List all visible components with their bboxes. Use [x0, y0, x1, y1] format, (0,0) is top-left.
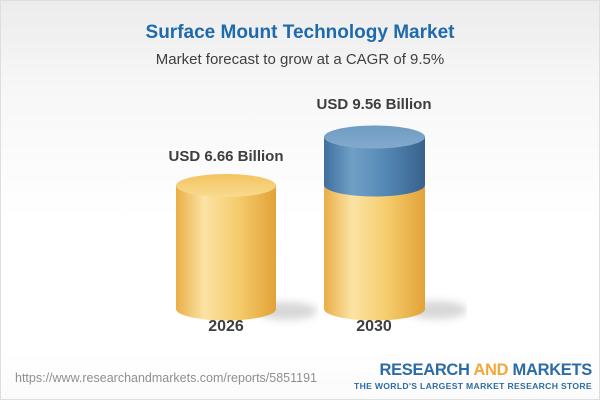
bar-2030-cylinder — [324, 125, 467, 321]
bar-2030-category-label: 2030 — [356, 318, 392, 335]
page-subtitle: Market forecast to grow at a CAGR of 9.5… — [155, 51, 445, 68]
bar-2030-growth-segment — [324, 137, 425, 197]
bar-2026-category-label: 2026 — [208, 318, 244, 335]
bar-2030-base-segment — [324, 185, 425, 321]
logo-tagline: THE WORLD'S LARGEST MARKET RESEARCH STOR… — [354, 380, 592, 391]
logo-research-text: RESEARCH — [379, 361, 470, 379]
logo-and-text: AND — [473, 361, 509, 379]
bar-2030-top-face — [324, 125, 425, 149]
page-title: Surface Mount Technology Market — [145, 22, 455, 43]
bar-2026-value-label: USD 6.66 Billion — [168, 148, 284, 165]
research-and-markets-logo: RESEARCH AND MARKETS THE WORLD'S LARGEST… — [354, 362, 592, 390]
bar-2026-body — [176, 185, 276, 321]
bar-2030-value-label: USD 9.56 Billion — [316, 96, 432, 113]
report-url: https://www.researchandmarkets.com/repor… — [15, 371, 317, 385]
logo-markets-text: MARKETS — [512, 361, 593, 379]
bar-2026-top-face — [176, 174, 276, 197]
bar-2026-cylinder — [176, 174, 317, 321]
logo-wordmark: RESEARCH AND MARKETS — [354, 362, 592, 379]
